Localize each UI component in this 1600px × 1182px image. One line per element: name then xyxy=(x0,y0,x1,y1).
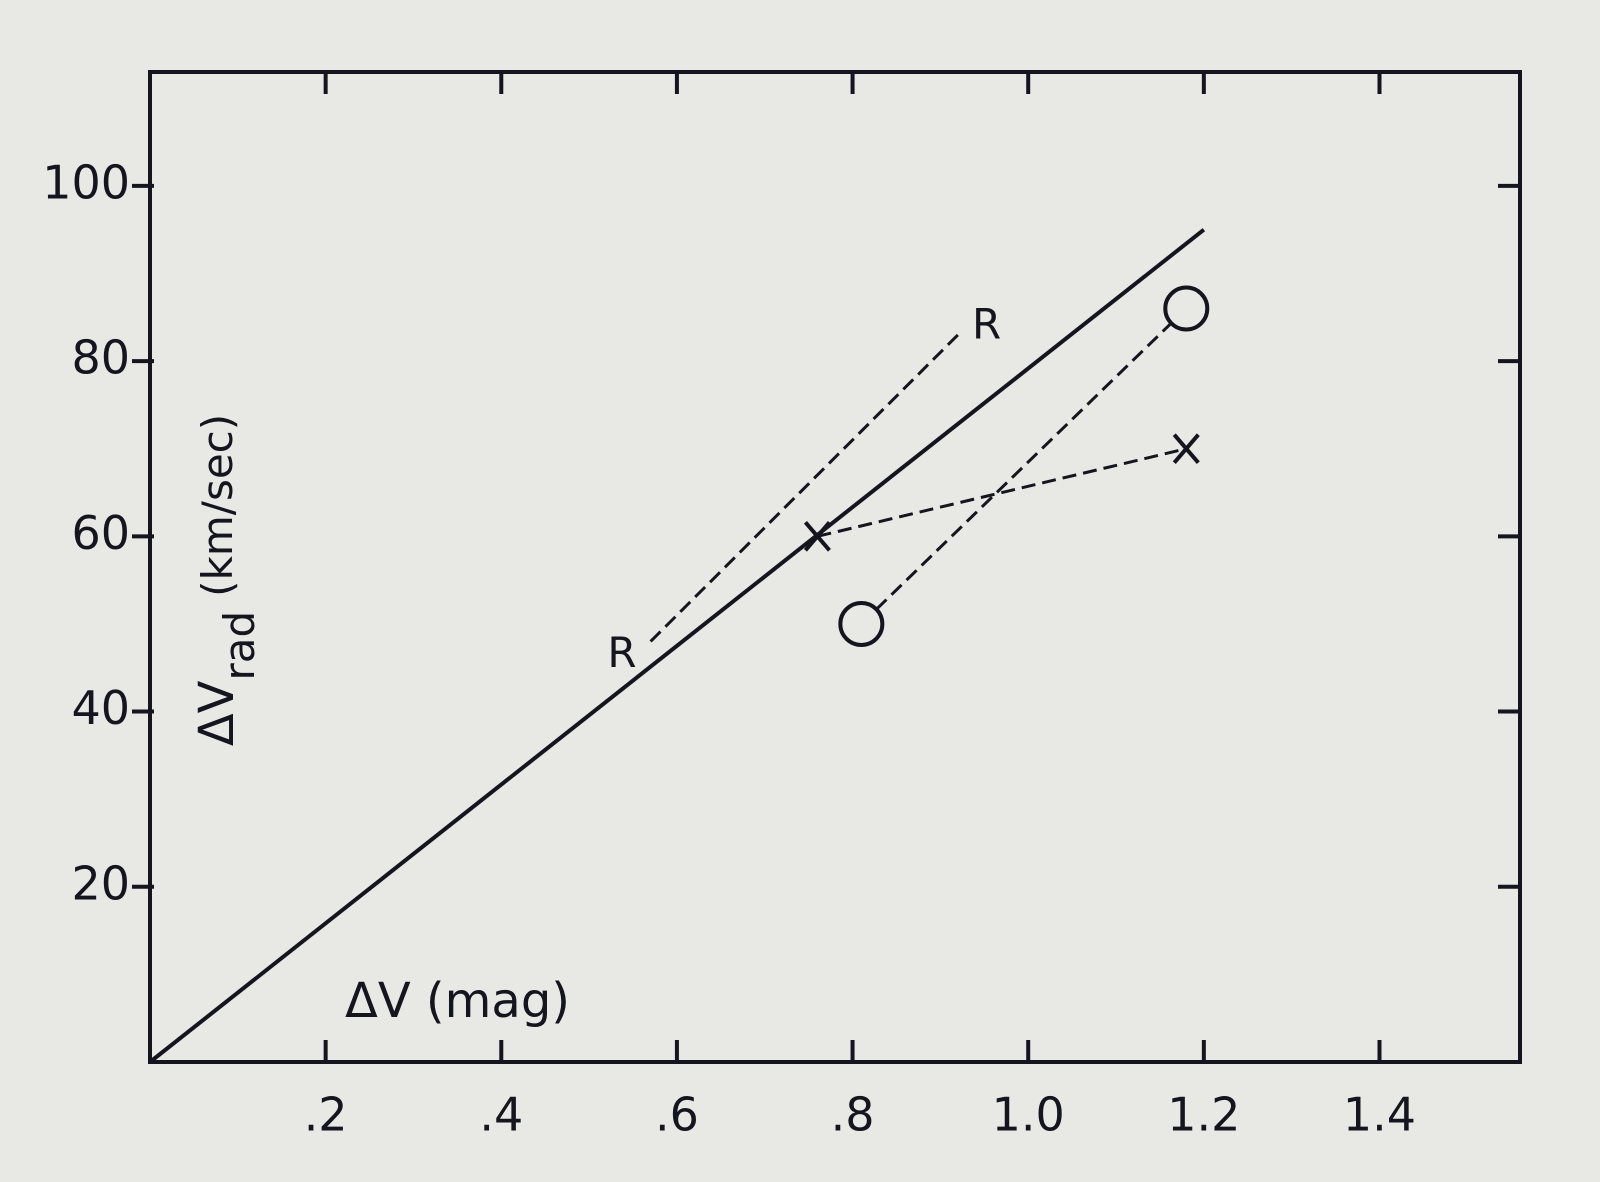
y-axis-label: ΔVrad (km/sec) xyxy=(189,414,264,746)
y-label-unit: (km/sec) xyxy=(193,414,242,597)
plot-frame xyxy=(148,70,1522,1064)
point-circle xyxy=(1163,285,1210,332)
x-tick-label: 1.0 xyxy=(992,1088,1065,1142)
series-line xyxy=(649,333,960,643)
point-label: R xyxy=(972,299,1001,348)
x-tick-label: 1.2 xyxy=(1167,1088,1240,1142)
point-x xyxy=(1172,433,1200,465)
x-tick-label: .4 xyxy=(479,1088,523,1142)
y-tick-label: 20 xyxy=(71,856,130,910)
x-tick-label: 1.4 xyxy=(1343,1088,1416,1142)
y-label-subscript: rad xyxy=(215,611,264,681)
series-line xyxy=(817,447,1187,538)
x-tick-label: .6 xyxy=(655,1088,699,1142)
y-tick-label: 60 xyxy=(71,506,130,560)
y-tick-label: 80 xyxy=(71,331,130,385)
point-circle xyxy=(838,600,885,647)
x-tick-label: .8 xyxy=(831,1088,875,1142)
x-tick-label: .2 xyxy=(304,1088,348,1142)
x-axis-label: ΔV (mag) xyxy=(345,973,570,1029)
series-line xyxy=(148,228,1206,1064)
point-x xyxy=(803,521,831,552)
y-tick-label: 40 xyxy=(71,681,130,735)
series-line xyxy=(860,307,1188,626)
point-label: R xyxy=(607,628,636,677)
y-tick-label: 100 xyxy=(42,155,130,209)
y-label-main: ΔV xyxy=(189,680,245,746)
